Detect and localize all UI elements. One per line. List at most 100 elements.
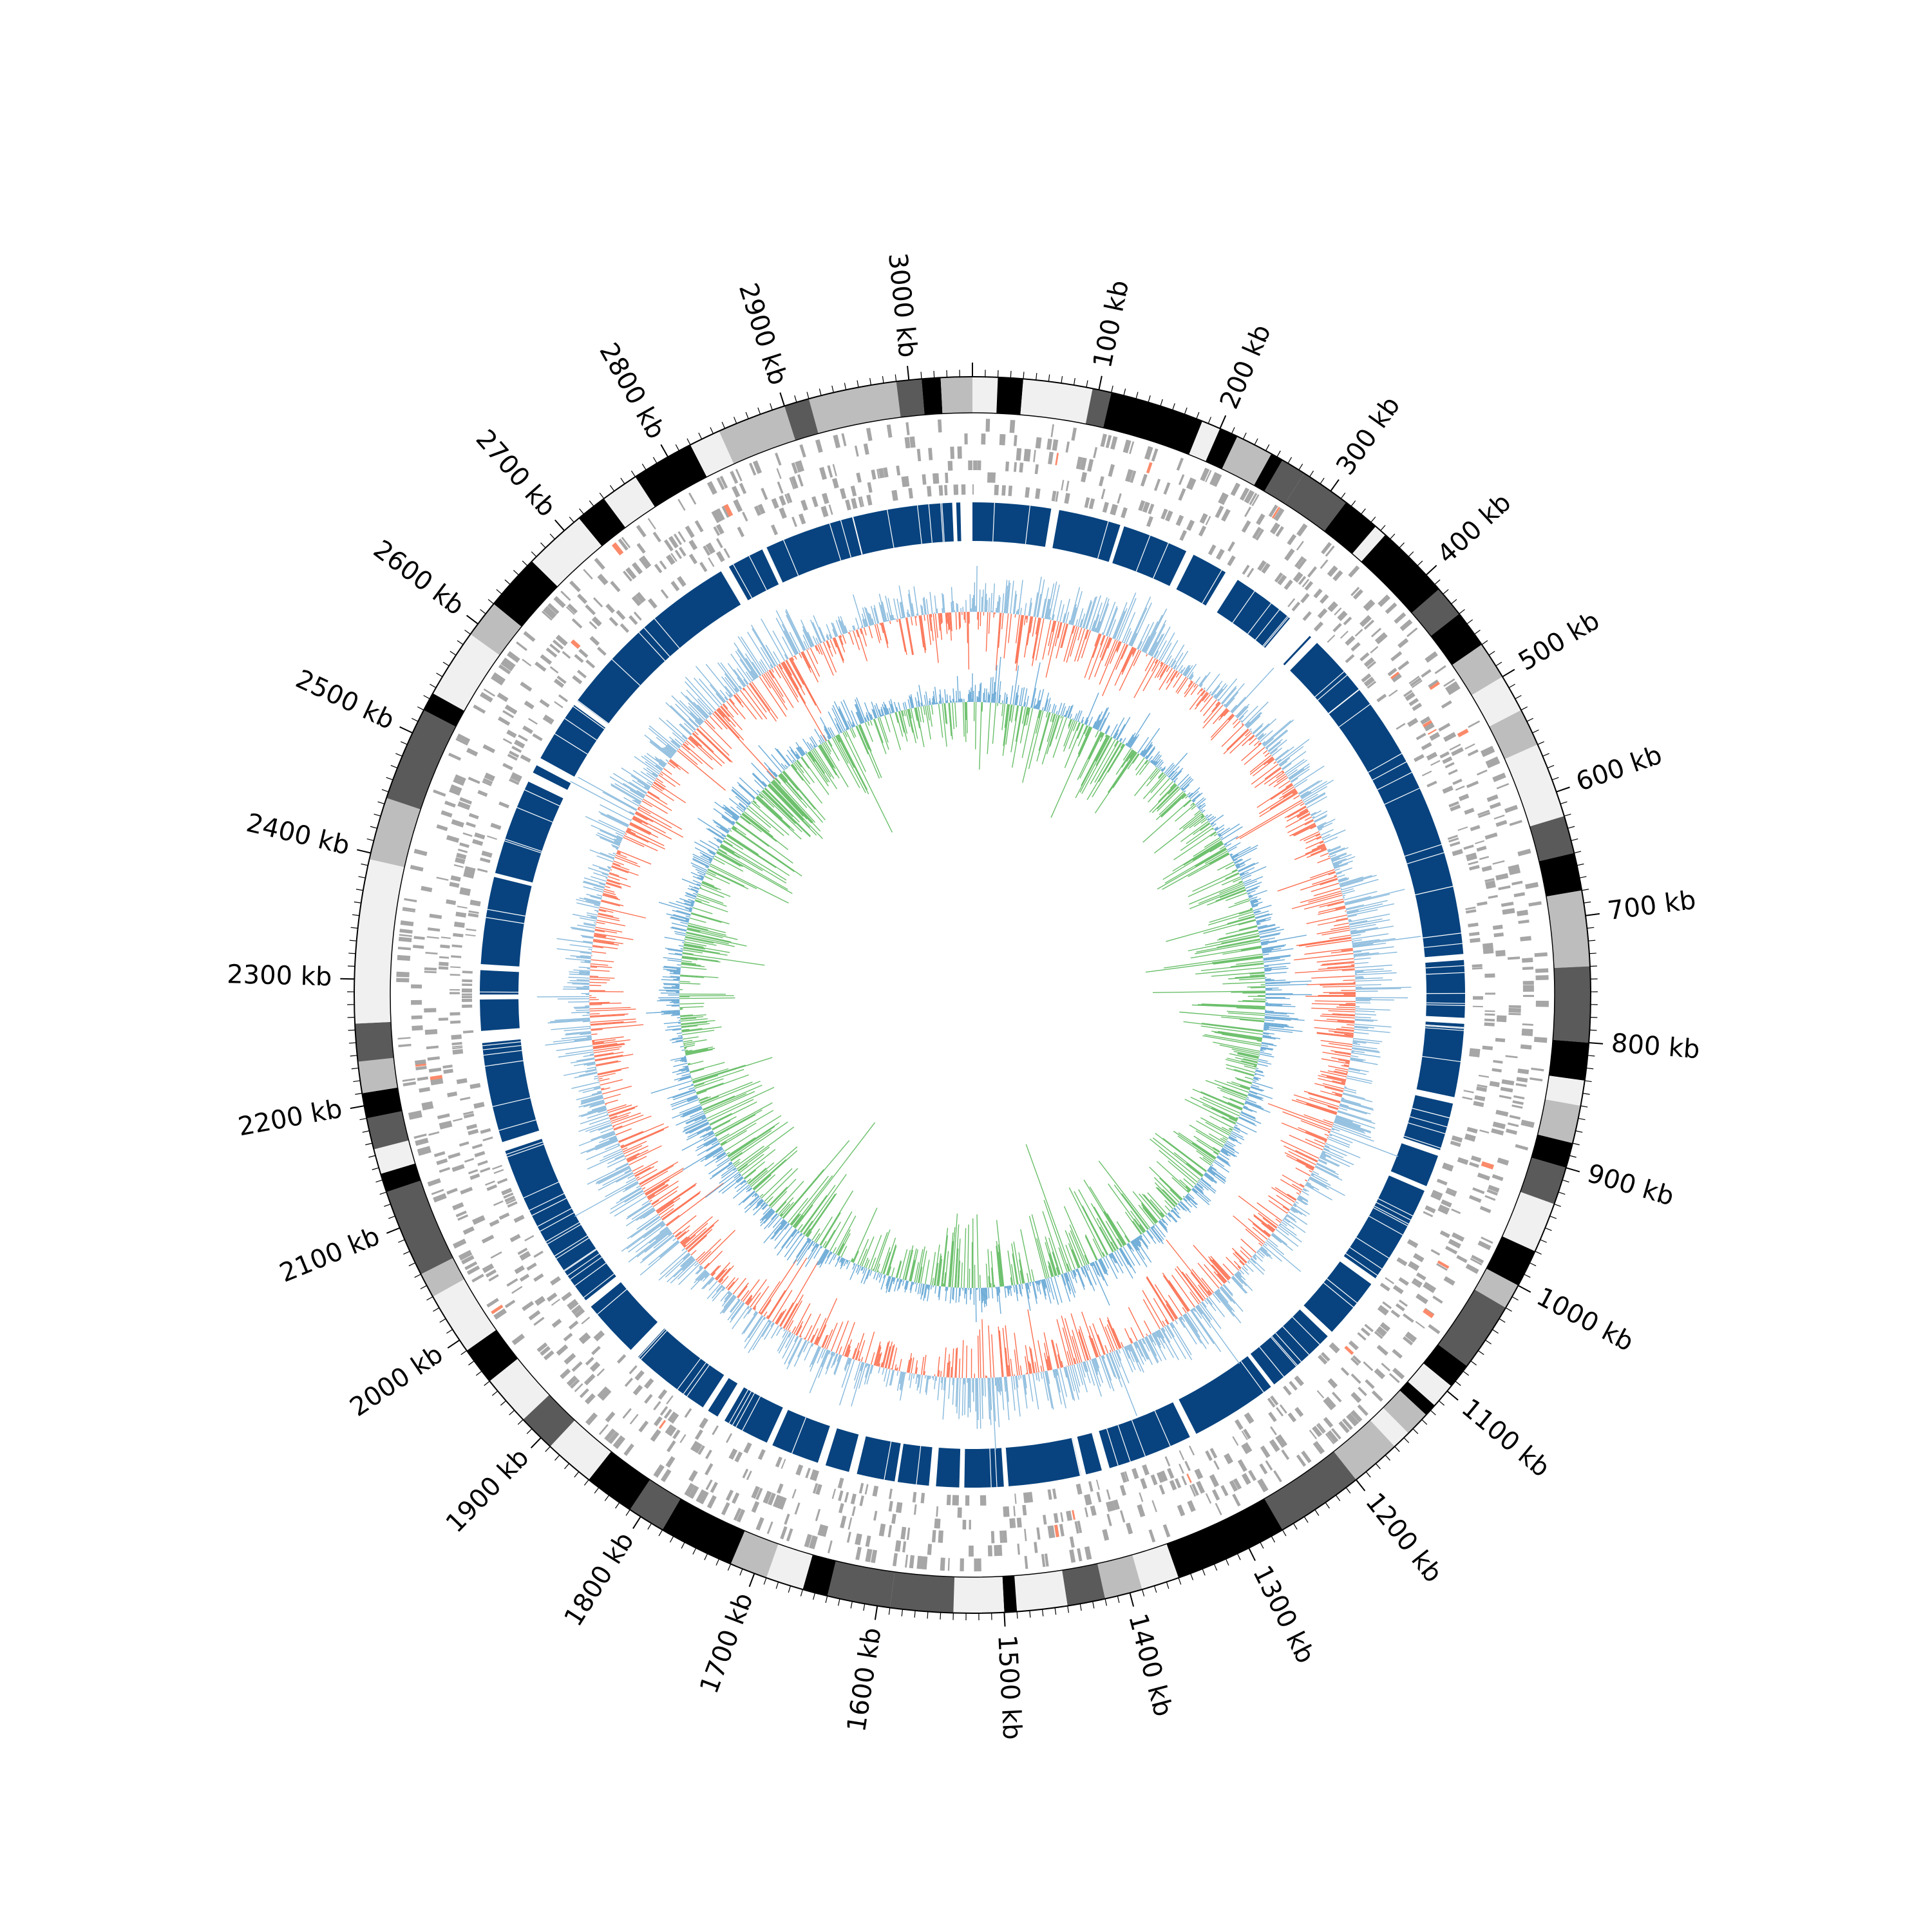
layer-signal1-spike-987 (1155, 1331, 1166, 1349)
region-18 (964, 1448, 1004, 1488)
layer-signal2-spike-200 (1142, 741, 1153, 757)
feature-1067 (436, 824, 448, 831)
layer-signal2-spike-319 (1216, 828, 1225, 834)
layer-signal1-spike-1285 (858, 1359, 860, 1361)
feature-866 (550, 1276, 561, 1286)
layer-signal1-spike-1155 (988, 1325, 992, 1378)
feature-512 (1312, 1425, 1323, 1437)
feature-79 (1205, 469, 1212, 482)
region-divider (1425, 1027, 1464, 1031)
feature-931 (471, 1143, 483, 1150)
layer-signal1-spike-293 (1242, 723, 1244, 726)
layer-signal1-spike-256 (1215, 688, 1224, 699)
layer-signal1-spike-1465 (695, 1266, 703, 1274)
layer-signal1-spike-2231 (855, 629, 859, 638)
layer-signal1-spike-1194 (951, 1367, 952, 1378)
feature-170 (1377, 634, 1388, 645)
layer-signal1-spike-1074 (1062, 1327, 1074, 1365)
layer-signal1-spike-1929 (600, 813, 629, 828)
feature-487 (1320, 1352, 1331, 1362)
layer-signal1-spike-1962 (609, 776, 645, 798)
feature-454 (1382, 1301, 1392, 1309)
layer-signal2-spike-895 (1065, 1230, 1081, 1268)
layer-signal2-spike-182 (1128, 713, 1151, 748)
layer-signal2-spike-272 (1142, 799, 1191, 843)
layer-signal1-spike-1851 (583, 897, 601, 903)
region-14 (1179, 1356, 1271, 1434)
layer-signal1-spike-929 (1185, 1273, 1206, 1300)
layer-signal1-spike-1706 (565, 1049, 594, 1055)
layer-signal1-spike-842 (1252, 1223, 1270, 1238)
layer-signal1-spike-493 (1343, 891, 1378, 901)
layer-signal2-spike-266 (1186, 792, 1191, 796)
layer-signal2-spike-224 (1159, 766, 1162, 770)
layer-signal1-spike-91 (1056, 623, 1066, 659)
feature-640 (1013, 1506, 1016, 1517)
layer-signal1-spike-169 (1139, 621, 1155, 651)
layer-signal2-spike-721 (1204, 1173, 1217, 1184)
layer-signal1-spike-1050 (1088, 1335, 1097, 1358)
feature-757 (745, 1443, 752, 1454)
layer-signal1-spike-1109 (1037, 1372, 1040, 1382)
layer-signal2-spike-494 (1222, 981, 1265, 985)
feature-499 (1316, 1390, 1325, 1399)
feature-416 (1423, 1211, 1434, 1218)
layer-signal1-spike-1808 (592, 945, 618, 949)
feature-23 (1034, 464, 1039, 475)
layer-signal1-spike-2276 (896, 598, 902, 619)
layer-signal2-spike-572 (1260, 1052, 1272, 1056)
layer-signal1-spike-743 (1322, 1150, 1354, 1166)
layer-signal2-spike-254 (1179, 776, 1191, 788)
feature-1176 (609, 616, 619, 627)
feature-125 (1295, 573, 1303, 583)
layer-signal1-spike-2204 (829, 639, 837, 654)
feature-1057 (455, 857, 466, 862)
layer-signal2-spike-341 (1227, 842, 1241, 851)
layer-signal1-spike-246 (1196, 692, 1208, 706)
layer-signal2-spike-607 (1235, 1077, 1253, 1084)
layer-signal1-spike-824 (1275, 1218, 1282, 1223)
feature-832 (570, 1379, 580, 1389)
layer-signal1-spike-568 (1311, 975, 1356, 979)
feature-482 (1329, 1345, 1338, 1354)
layer-signal1-spike-2120 (739, 659, 755, 681)
layer-signal1-spike-215 (1180, 667, 1186, 674)
layer-signal1-spike-1704 (558, 1051, 594, 1058)
layer-signal1-spike-1055 (1091, 1359, 1101, 1387)
feature-216 (1430, 732, 1441, 741)
layer-signal1-spike-500 (1335, 906, 1346, 910)
feature-1005 (424, 971, 437, 974)
layer-signal2-spike-461 (1262, 950, 1272, 953)
layer-signal1-spike-1492 (683, 1244, 687, 1247)
layer-signal1-spike-2065 (686, 689, 711, 716)
layer-signal1-spike-1250 (890, 1370, 895, 1386)
layer-signal2-spike-615 (1226, 1081, 1250, 1090)
layer-signal2-spike-87 (1036, 712, 1051, 762)
layer-signal1-spike-495 (1327, 901, 1345, 907)
layer-signal1-spike-180 (1150, 641, 1158, 656)
layer-signal1-spike-1815 (582, 936, 594, 939)
layer-signal2-spike-468 (1263, 954, 1291, 960)
layer-signal2-spike-338 (1164, 847, 1226, 884)
layer-signal1-spike-2184 (802, 629, 812, 648)
layer-signal1-spike-1540 (625, 1207, 654, 1227)
layer-signal1-spike-2006 (669, 759, 679, 767)
feature-28 (1052, 439, 1059, 451)
feature-1326 (940, 485, 943, 496)
feature-884 (482, 1263, 495, 1273)
layer-signal1-spike-1995 (644, 755, 663, 770)
layer-signal1-spike-2229 (852, 625, 855, 631)
layer-signal1-spike-904 (1217, 1273, 1226, 1283)
feature-498 (1341, 1418, 1353, 1430)
layer-signal1-spike-1082 (1065, 1367, 1074, 1400)
layer-signal1-spike-1887 (611, 866, 629, 873)
feature-188 (1425, 651, 1438, 663)
layer-signal2-spike-347 (1229, 853, 1233, 856)
layer-signal1-spike-1298 (846, 1346, 851, 1358)
layer-signal1-spike-1920 (623, 835, 658, 851)
layer-signal2-spike-249 (1149, 784, 1177, 813)
layer-signal1-spike-2289 (911, 603, 914, 617)
layer-signal2-spike-874 (1084, 1234, 1098, 1260)
layer-signal1-spike-263 (1203, 703, 1221, 723)
segment-9 (1264, 460, 1305, 504)
